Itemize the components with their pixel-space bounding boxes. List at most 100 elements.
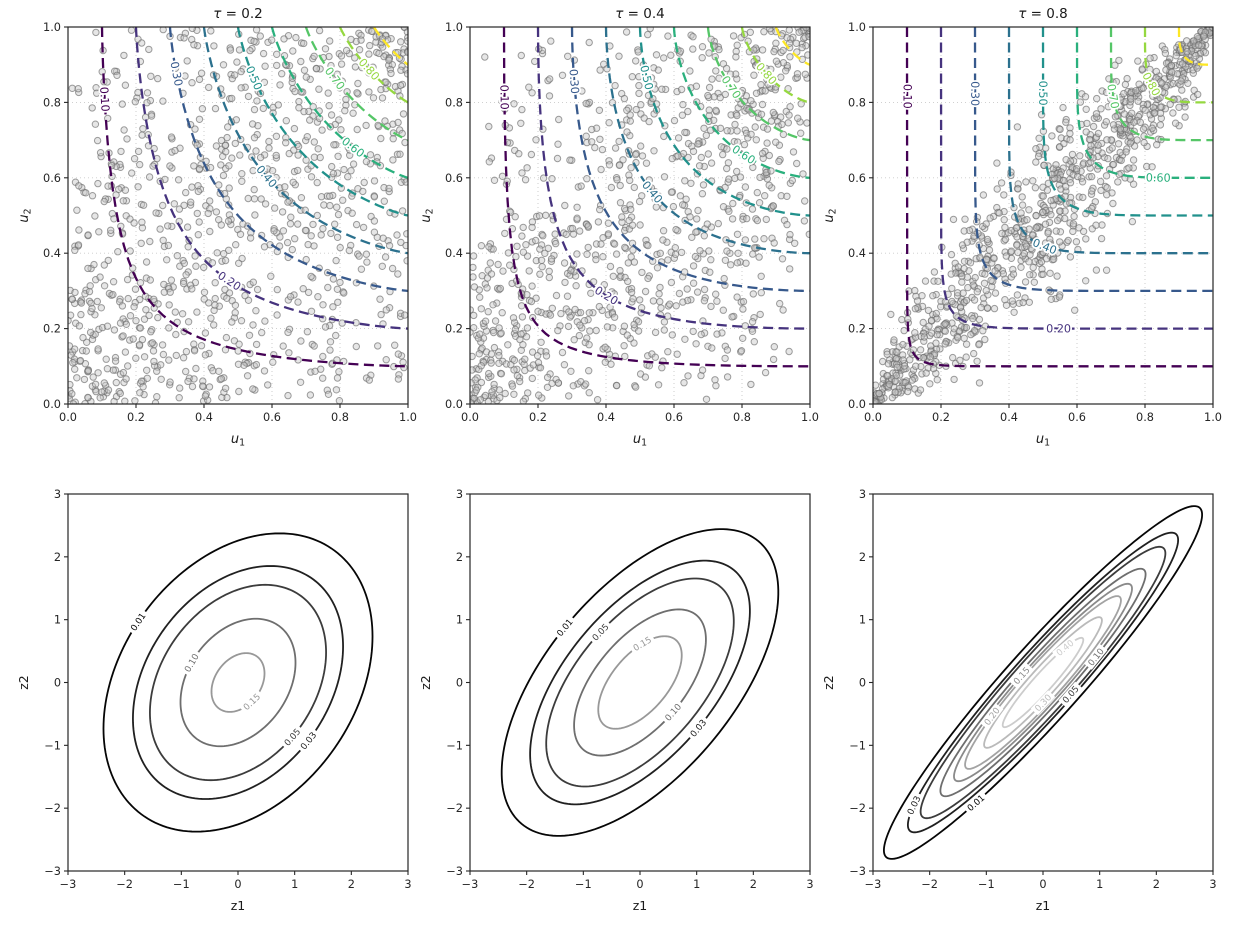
contour-0.8 — [1143, 27, 1213, 104]
y-tick-label: 0.4 — [43, 247, 61, 260]
x-axis-label: z1 — [1036, 898, 1051, 913]
x-tick-label: −3 — [865, 878, 882, 891]
x-tick-label: −3 — [462, 878, 479, 891]
y-tick-label: 3 — [859, 488, 866, 501]
panel-normal-pdf-tau-08: 0.010.030.050.100.150.200.300.40 −3 −2 −1 0 1… — [821, 488, 1217, 913]
y-tick-label: 2 — [456, 551, 463, 564]
svg-text:u2: u2 — [17, 208, 34, 222]
contour-label-0.15: 0.15 — [239, 689, 265, 715]
panel-title: τ = 0.8 — [1018, 6, 1068, 22]
svg-text:0.30: 0.30 — [566, 69, 581, 95]
axis-ticks — [869, 26, 1214, 408]
x-axis-label: u1 — [231, 432, 245, 449]
x-tick-label: 0.6 — [263, 411, 281, 424]
svg-text:0.70: 0.70 — [322, 65, 347, 93]
y-axis-label: u2 — [419, 208, 436, 222]
contour-0.2 — [939, 27, 1213, 330]
panel-title: τ = 0.4 — [615, 6, 665, 22]
y-tick-label: 0 — [54, 677, 61, 690]
panel-copula-cdf-tau-04: 0.100.200.300.400.500.600.70 0.800.0 0.2 0.… — [419, 6, 819, 449]
x-tick-label: −1 — [978, 878, 995, 891]
x-axis-label: u1 — [1036, 432, 1050, 449]
y-tick-label: 0.2 — [43, 323, 61, 336]
y-tick-label: 2 — [54, 551, 61, 564]
svg-text:0.10: 0.10 — [97, 86, 111, 112]
y-tick-label: −1 — [44, 739, 61, 752]
y-tick-label: 0.4 — [445, 247, 463, 260]
x-tick-label: −1 — [173, 878, 190, 891]
contour-0.2 — [964, 595, 1122, 770]
y-tick-label: 0.6 — [445, 172, 463, 185]
y-tick-label: 1.0 — [43, 21, 61, 34]
svg-text:z2: z2 — [821, 675, 836, 690]
x-tick-label: 3 — [404, 878, 411, 891]
contour-label-0.20: 0.20 — [1044, 321, 1072, 338]
x-tick-label: 2 — [1153, 878, 1160, 891]
y-tick-label: −1 — [446, 739, 463, 752]
y-tick-label: 0.8 — [43, 96, 61, 109]
contour-0.5 — [1041, 27, 1213, 217]
x-tick-label: 1.0 — [801, 411, 819, 424]
contour-0.8 — [740, 27, 810, 104]
contour-label-0.10: 0.10 — [95, 85, 113, 114]
x-tick-label: 1 — [291, 878, 298, 891]
panel-copula-cdf-tau-08: 0.100.200.300.400.500.600.70 0.800.0 0.2 0.… — [822, 6, 1222, 449]
contour-0.6 — [672, 27, 810, 179]
x-tick-label: 1.0 — [399, 411, 417, 424]
y-tick-label: −2 — [44, 802, 61, 815]
y-axis-label: u2 — [822, 208, 839, 222]
contour-0.6 — [270, 27, 408, 179]
contour-0.3 — [973, 27, 1213, 293]
contour-0.1 — [179, 617, 297, 748]
panel-normal-pdf-tau-04: 0.010.030.050.100.15 −3 −2 −1 0 1 2 3 −3 −2 −1 0 1 2 3… — [418, 488, 814, 913]
contour-0.05 — [149, 583, 327, 782]
y-tick-label: 1 — [456, 614, 463, 627]
x-tick-label: 0.0 — [461, 411, 479, 424]
contour-0.9 — [372, 27, 408, 66]
x-tick-label: 0 — [1039, 878, 1046, 891]
contour-0.7 — [304, 27, 408, 142]
svg-text:0.20: 0.20 — [1046, 322, 1071, 335]
contour-0.8 — [338, 27, 408, 104]
y-tick-label: 1 — [54, 614, 61, 627]
contour-0.7 — [706, 27, 810, 142]
contour-0.3 — [983, 616, 1103, 749]
x-tick-label: 1.0 — [1204, 411, 1222, 424]
axis-ticks — [64, 493, 409, 875]
svg-text:0.70: 0.70 — [1104, 83, 1121, 110]
svg-text:z2: z2 — [16, 675, 31, 690]
x-tick-label: 0.8 — [331, 411, 349, 424]
y-tick-label: 0.0 — [445, 398, 463, 411]
x-tick-label: 0.8 — [733, 411, 751, 424]
y-tick-label: 1.0 — [848, 21, 866, 34]
panel-title: τ = 0.2 — [213, 6, 263, 22]
y-tick-label: 0 — [456, 677, 463, 690]
axes-spines — [469, 26, 811, 405]
y-tick-label: −2 — [446, 802, 463, 815]
y-tick-label: 0.2 — [445, 323, 463, 336]
axis-ticks — [64, 26, 409, 408]
y-axis-label: z2 — [821, 675, 836, 690]
contour-0.5 — [236, 27, 408, 217]
x-tick-label: 0.8 — [1136, 411, 1154, 424]
x-tick-label: 2 — [750, 878, 757, 891]
contour-0.2 — [536, 27, 810, 330]
panel-normal-pdf-tau-02: 0.010.030.050.100.15−3 −2 −1 0 1 2 3−3−2−10123… — [16, 488, 412, 913]
x-tick-label: 0 — [636, 878, 643, 891]
tick-labels: 0.0 0.2 0.4 0.6 0.8 1.0 0.0 0.2 0.4 0.6 0.8 1.0 — [445, 21, 819, 424]
contour-label-0.01: 0.01 — [126, 608, 150, 635]
contour-0.15 — [210, 652, 266, 713]
axis-ticks — [466, 493, 811, 875]
svg-text:0.50: 0.50 — [1036, 81, 1049, 106]
contour-0.9 — [774, 27, 810, 66]
contour-0.9 — [1177, 27, 1213, 66]
contour-0.05 — [545, 577, 735, 788]
contour-0.01 — [883, 505, 1203, 860]
contour-0.1 — [573, 608, 707, 757]
y-tick-label: −3 — [446, 865, 463, 878]
x-tick-label: −2 — [921, 878, 938, 891]
contour-0.1 — [100, 27, 408, 368]
x-tick-label: 0.2 — [127, 411, 145, 424]
x-axis-label: u1 — [633, 432, 647, 449]
x-tick-label: 0.6 — [665, 411, 683, 424]
